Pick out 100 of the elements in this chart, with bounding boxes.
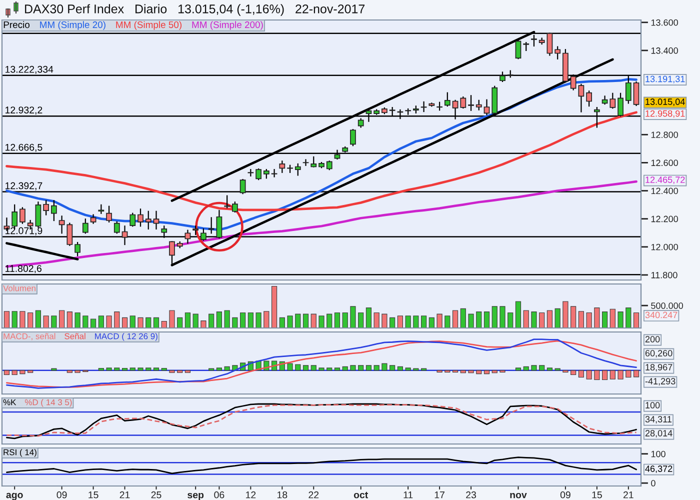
data-label: 46,372 bbox=[645, 466, 672, 474]
bar bbox=[460, 370, 466, 374]
bar bbox=[51, 316, 57, 328]
x-tick-label: 09 bbox=[56, 491, 67, 498]
text: 200 bbox=[645, 336, 660, 342]
data-label: 340.247 bbox=[645, 312, 678, 318]
text: MACD ( 12 26 9) bbox=[95, 333, 158, 341]
ref-line-label: 12.392,7 bbox=[6, 182, 42, 190]
bar bbox=[460, 308, 466, 328]
candlestick bbox=[248, 169, 254, 176]
candlestick bbox=[82, 218, 88, 234]
bar bbox=[224, 366, 230, 371]
bar bbox=[500, 306, 506, 328]
bar bbox=[578, 370, 584, 378]
candlestick bbox=[35, 202, 42, 228]
text: 18,967 bbox=[646, 364, 672, 372]
bar bbox=[302, 365, 309, 371]
x-tick-label: 15 bbox=[88, 491, 98, 498]
text: 100 bbox=[646, 402, 660, 408]
bar bbox=[618, 312, 624, 328]
bar bbox=[192, 314, 198, 328]
y-tick-label: 0 bbox=[651, 480, 656, 486]
bar bbox=[98, 368, 104, 371]
bar bbox=[184, 312, 191, 328]
text: MM (Simple 20) bbox=[40, 21, 106, 30]
candlestick bbox=[350, 129, 356, 146]
bar bbox=[366, 308, 372, 328]
bar bbox=[138, 368, 144, 371]
bar bbox=[436, 314, 442, 328]
bar bbox=[326, 368, 332, 371]
bar bbox=[515, 301, 522, 328]
ref-line-label: 11.802,6 bbox=[6, 265, 42, 274]
bar bbox=[342, 312, 348, 328]
x-tick-label: 18 bbox=[277, 491, 288, 498]
bar bbox=[12, 370, 18, 376]
bar bbox=[66, 312, 72, 328]
x-tick-label: sep bbox=[188, 492, 204, 500]
bar bbox=[476, 370, 482, 374]
bar bbox=[508, 312, 514, 328]
candlestick bbox=[586, 90, 592, 107]
x-tick-label: 23 bbox=[466, 491, 476, 498]
bar bbox=[153, 368, 160, 371]
candlestick bbox=[51, 200, 57, 222]
bar bbox=[146, 368, 152, 371]
bar bbox=[626, 370, 632, 378]
y-tick-label: 11.800 bbox=[651, 272, 678, 278]
bar bbox=[122, 368, 128, 371]
candlestick bbox=[460, 96, 466, 109]
text: 34,311 bbox=[645, 416, 672, 424]
bar bbox=[578, 311, 584, 328]
candlestick bbox=[633, 81, 640, 106]
bar bbox=[468, 370, 474, 374]
y-tick-label: 12.800 bbox=[651, 132, 678, 138]
x-tick-label: 15 bbox=[592, 491, 602, 498]
x-tick-label: 06 bbox=[214, 491, 224, 498]
ref-line-label: 12.932,2 bbox=[6, 106, 42, 115]
bar bbox=[382, 363, 388, 371]
y-tick-label: 12.200 bbox=[651, 216, 678, 222]
bar bbox=[390, 317, 396, 328]
bar bbox=[546, 310, 553, 328]
bar bbox=[264, 311, 270, 328]
x-tick-label: 22 bbox=[308, 491, 319, 498]
bar bbox=[208, 314, 214, 328]
x-tick-label: 12 bbox=[246, 491, 256, 498]
bar bbox=[633, 312, 640, 328]
candlestick bbox=[476, 100, 482, 110]
text: 28,014 bbox=[645, 430, 672, 438]
bar bbox=[350, 365, 356, 371]
candlestick bbox=[20, 207, 26, 224]
bar bbox=[146, 317, 152, 328]
bar bbox=[602, 312, 608, 328]
bar bbox=[114, 368, 120, 371]
text: Volumen bbox=[3, 285, 36, 292]
bar bbox=[138, 317, 144, 328]
candlestick bbox=[208, 217, 214, 234]
candlestick bbox=[468, 95, 474, 111]
x-tick-label: 17 bbox=[434, 491, 444, 498]
candlestick bbox=[271, 169, 278, 178]
bar bbox=[153, 317, 160, 328]
bar bbox=[169, 310, 175, 328]
bar bbox=[169, 370, 175, 373]
bar bbox=[452, 310, 458, 328]
bar bbox=[366, 365, 372, 371]
bar bbox=[492, 370, 498, 374]
bar bbox=[523, 310, 529, 328]
bar bbox=[428, 317, 434, 328]
y-tick-label: 12.400 bbox=[651, 188, 678, 194]
ref-line-label: 12.071,9 bbox=[6, 227, 42, 236]
y-tick-label: 100 bbox=[651, 450, 666, 458]
text: 13.015,04 bbox=[646, 98, 685, 106]
x-tick-label: 09 bbox=[560, 491, 570, 498]
bar bbox=[570, 370, 576, 376]
bar bbox=[334, 312, 340, 328]
bar bbox=[20, 311, 26, 328]
bar bbox=[287, 363, 293, 371]
bar bbox=[130, 316, 136, 328]
bar bbox=[295, 314, 301, 328]
bar bbox=[248, 312, 254, 328]
text: MM (Simple 200) bbox=[192, 21, 263, 30]
bar bbox=[114, 312, 120, 328]
